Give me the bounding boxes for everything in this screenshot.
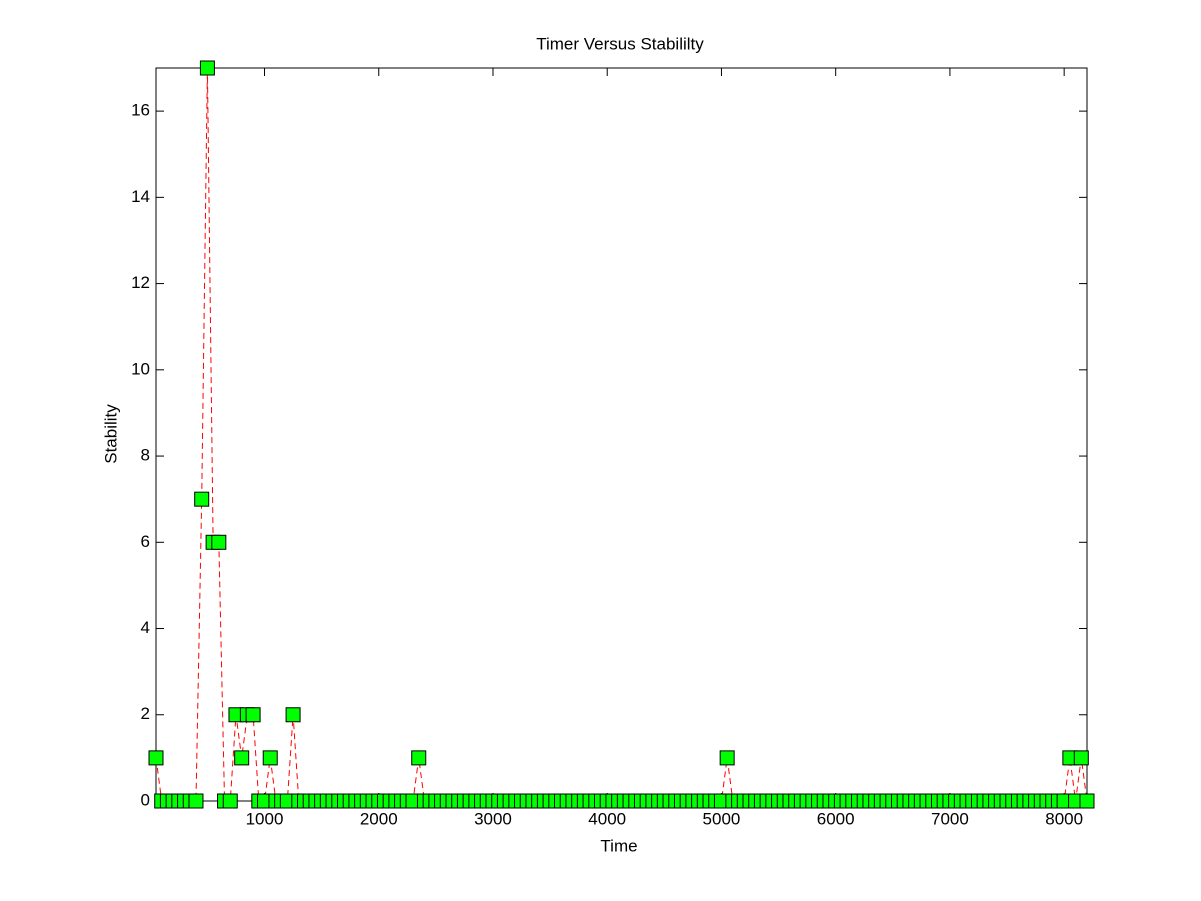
chart-title: Timer Versus Stabililty xyxy=(536,34,704,53)
y-tick-label: 4 xyxy=(141,618,150,637)
y-tick-label: 0 xyxy=(141,790,150,809)
marker xyxy=(148,750,164,766)
y-axis-label: Stability xyxy=(101,404,120,464)
x-axis-label: Time xyxy=(600,836,637,855)
marker xyxy=(194,491,210,507)
marker xyxy=(222,793,238,809)
marker xyxy=(719,750,735,766)
y-tick-label: 12 xyxy=(131,273,150,292)
marker xyxy=(262,750,278,766)
marker xyxy=(188,793,204,809)
x-tick-label: 3000 xyxy=(474,809,512,828)
y-tick-label: 6 xyxy=(141,532,150,551)
marker xyxy=(285,707,301,723)
y-tick-label: 10 xyxy=(131,359,150,378)
x-tick-label: 7000 xyxy=(931,809,969,828)
marker xyxy=(245,707,261,723)
marker xyxy=(234,750,250,766)
x-tick-label: 5000 xyxy=(703,809,741,828)
x-tick-label: 2000 xyxy=(360,809,398,828)
y-tick-label: 2 xyxy=(141,704,150,723)
x-tick-label: 8000 xyxy=(1045,809,1083,828)
marker xyxy=(199,60,215,76)
y-tick-label: 8 xyxy=(141,446,150,465)
x-tick-label: 6000 xyxy=(817,809,855,828)
x-tick-label: 4000 xyxy=(588,809,626,828)
x-tick-label: 1000 xyxy=(246,809,284,828)
marker xyxy=(1073,750,1089,766)
marker xyxy=(211,534,227,550)
marker xyxy=(1079,793,1095,809)
y-tick-label: 14 xyxy=(131,187,150,206)
y-tick-label: 16 xyxy=(131,101,150,120)
marker xyxy=(411,750,427,766)
